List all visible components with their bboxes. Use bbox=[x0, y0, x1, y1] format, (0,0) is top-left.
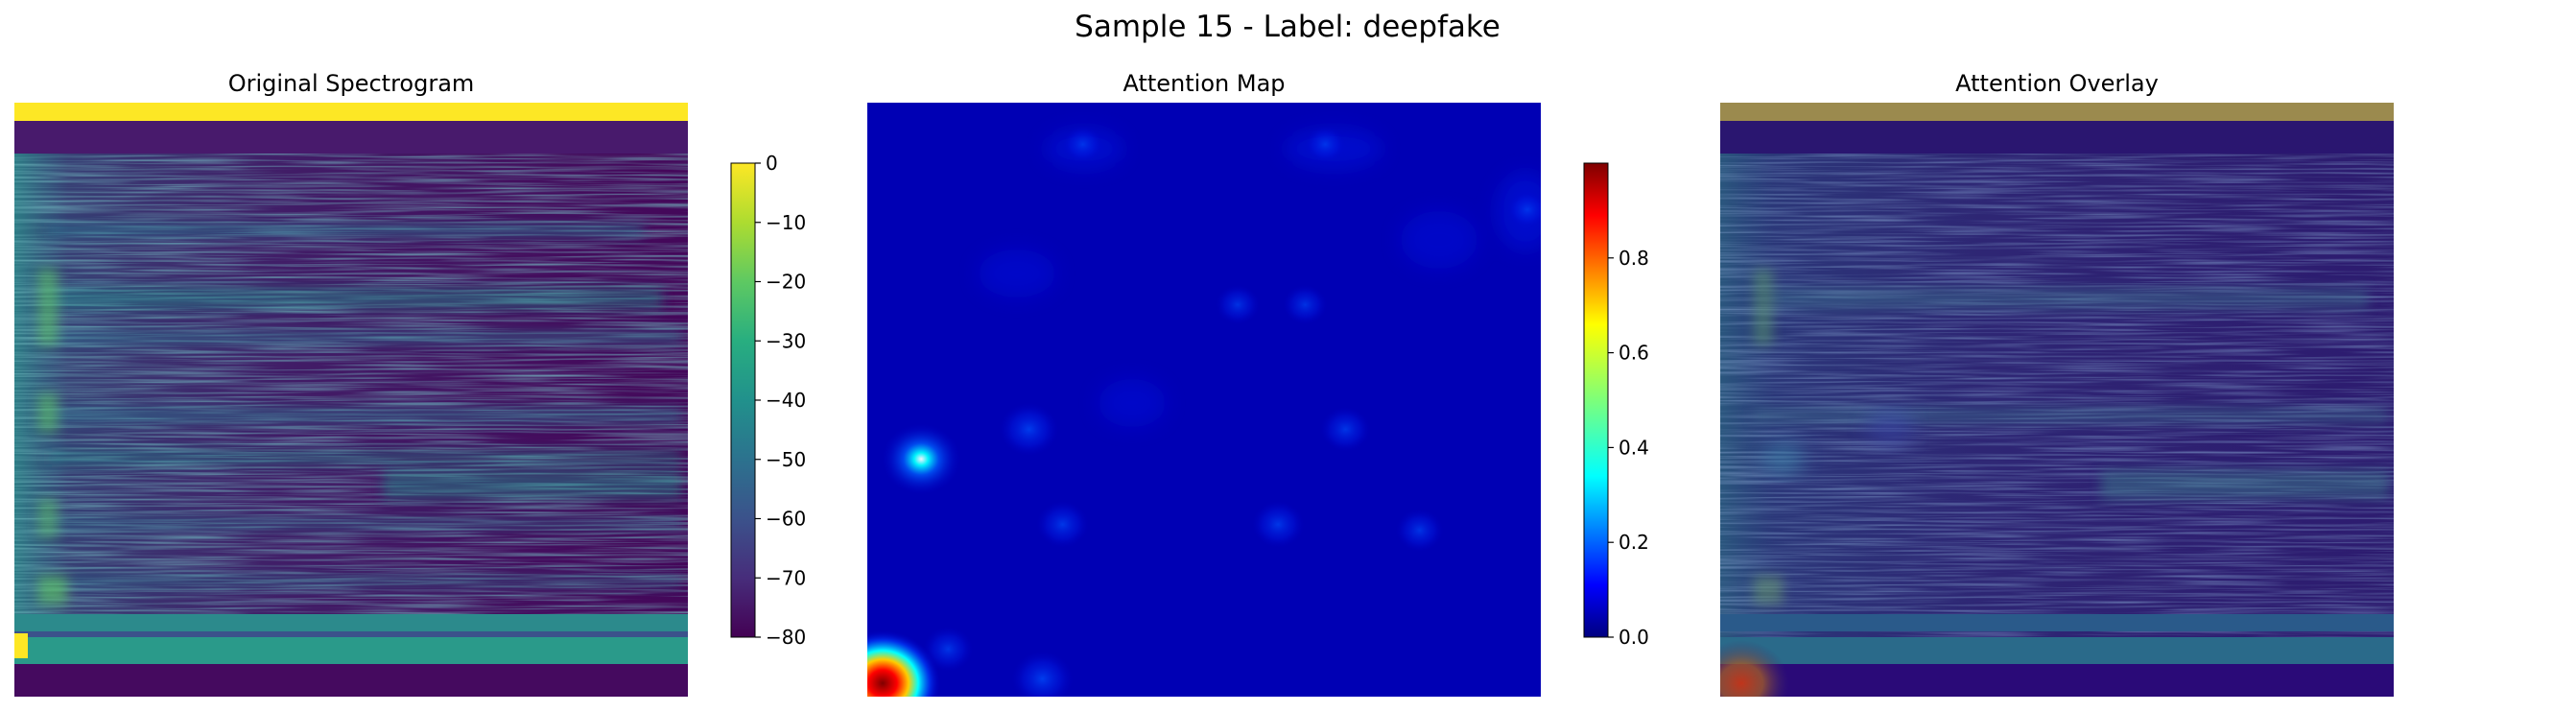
cb-spectrogram-tick-label: −80 bbox=[766, 626, 806, 649]
overlay-image bbox=[1720, 103, 2394, 697]
attention-hotspot bbox=[1320, 407, 1371, 452]
cb-attention-tick-label: 0.0 bbox=[1619, 626, 1649, 649]
cb-spectrogram-tick-label: −10 bbox=[766, 211, 806, 234]
attention-hotspots bbox=[882, 126, 1541, 697]
panel-title-spectrogram: Original Spectrogram bbox=[228, 70, 475, 97]
panel-title-attention: Attention Map bbox=[1123, 70, 1285, 97]
colorbar-attention-ticks: 0.0 0.2 0.4 0.6 0.8 bbox=[1608, 247, 1649, 649]
colorbar-attention bbox=[1583, 162, 1609, 638]
cb-attention-tick-label: 0.6 bbox=[1619, 342, 1649, 365]
cb-attention-tick-label: 0.4 bbox=[1619, 436, 1649, 459]
cb-attention-tick-label: 0.2 bbox=[1619, 531, 1649, 554]
cb-spectrogram-tick-label: −60 bbox=[766, 508, 806, 531]
panel-attention-overlay: Attention Overlay bbox=[1720, 70, 2394, 697]
attention-hotspot bbox=[1036, 501, 1089, 548]
attention-hotspot bbox=[1062, 126, 1103, 163]
figure-title: Sample 15 - Label: deepfake bbox=[1075, 10, 1501, 44]
panel-title-overlay: Attention Overlay bbox=[1955, 70, 2159, 97]
attention-hotspot bbox=[1283, 284, 1328, 325]
cb-spectrogram-tick-label: −70 bbox=[766, 566, 806, 589]
colorbar-spectrogram-ticks: 0 −10 −20 −30 −40 −50 −60 −70 −80 bbox=[755, 152, 806, 649]
cb-attention-tick-label: 0.8 bbox=[1619, 247, 1649, 270]
attention-hotspot bbox=[1216, 284, 1261, 325]
spectrogram-image bbox=[14, 103, 688, 697]
cb-spectrogram-tick-label: 0 bbox=[766, 152, 778, 175]
attention-hotspot bbox=[1305, 126, 1346, 163]
attention-hotspot bbox=[1395, 509, 1444, 552]
attention-hotspot bbox=[1252, 501, 1305, 548]
attention-image bbox=[867, 103, 1541, 697]
cb-spectrogram-tick-label: −30 bbox=[766, 329, 806, 352]
attention-corner-peak bbox=[867, 630, 940, 697]
cb-spectrogram-tick-label: −50 bbox=[766, 448, 806, 471]
panel-original-spectrogram: Original Spectrogram bbox=[14, 70, 806, 697]
attention-hotspot bbox=[923, 627, 974, 672]
panel-attention-map: Attention Map 0.0 0.2 0.4 0.6 0.8 bbox=[867, 70, 1649, 697]
colorbar-spectrogram bbox=[730, 162, 756, 638]
cb-spectrogram-tick-label: −20 bbox=[766, 271, 806, 294]
attention-hotspot bbox=[999, 402, 1059, 457]
attention-hotspot bbox=[1011, 651, 1074, 697]
cb-spectrogram-tick-label: −40 bbox=[766, 389, 806, 412]
attention-hotspot bbox=[1506, 191, 1541, 228]
attention-hotspot bbox=[882, 423, 961, 495]
